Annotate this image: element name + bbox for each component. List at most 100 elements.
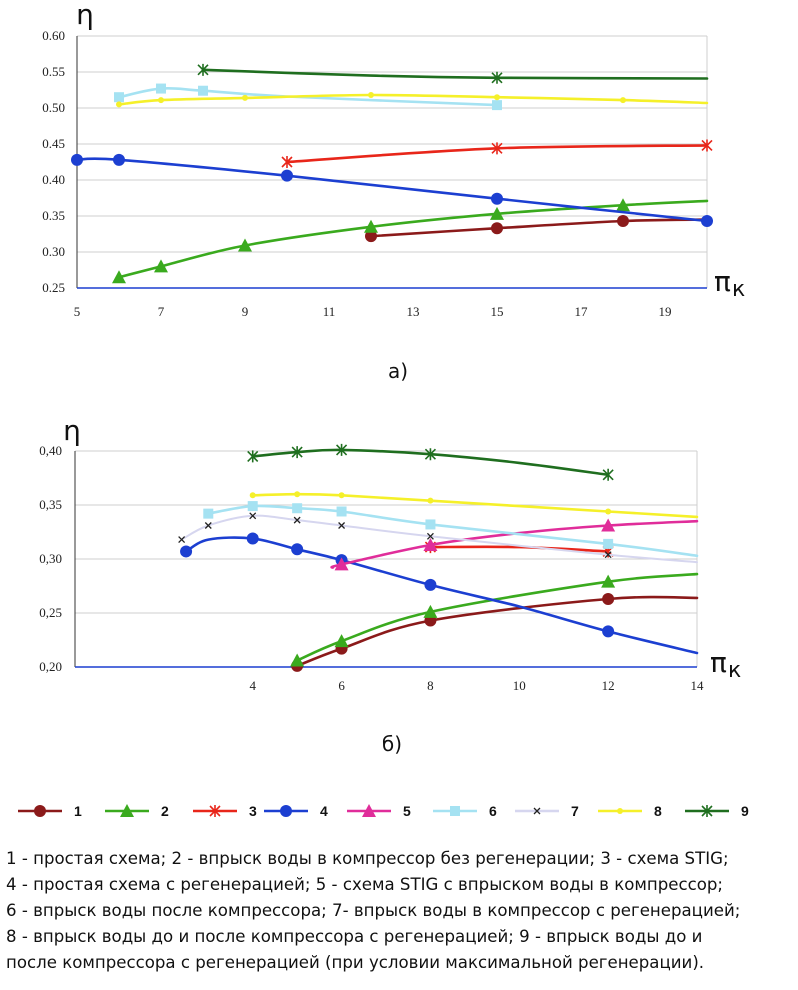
legend-item-3: 3 xyxy=(193,803,257,819)
panel-label: а) xyxy=(388,359,408,383)
x-axis-label: π xyxy=(710,646,727,679)
series-s2 xyxy=(112,198,709,284)
data-point-s7 xyxy=(293,516,301,524)
y-axis-label: η xyxy=(76,0,94,31)
legend-label: 3 xyxy=(249,803,257,819)
x-tick-label: 4 xyxy=(249,678,256,693)
y-tick-label: 0,35 xyxy=(39,497,62,512)
data-point-s2 xyxy=(490,206,504,220)
data-point-s6 xyxy=(156,83,166,94)
data-point-s6 xyxy=(114,92,124,103)
data-point-s5 xyxy=(423,537,438,551)
data-point-s9 xyxy=(424,448,436,461)
x-tick-label: 8 xyxy=(427,678,434,693)
legend-marker xyxy=(450,806,460,816)
data-point-s8 xyxy=(368,92,374,99)
legend-item-4: 4 xyxy=(264,803,328,819)
x-tick-label: 10 xyxy=(513,678,526,693)
series-line-s1 xyxy=(369,218,709,238)
data-point-s2 xyxy=(334,634,349,648)
data-point-s8 xyxy=(338,492,345,499)
x-tick-label: 17 xyxy=(575,304,589,319)
x-tick-label: 15 xyxy=(491,304,504,319)
series-s9 xyxy=(247,443,614,481)
legend-label: 8 xyxy=(654,803,662,819)
y-tick-label: 0,40 xyxy=(39,443,62,458)
data-point-s9 xyxy=(602,468,614,481)
data-point-s7 xyxy=(426,532,434,540)
data-point-s3 xyxy=(701,139,713,152)
data-point-s4 xyxy=(424,578,437,591)
series-line-s1 xyxy=(295,595,699,668)
legend-item-1: 1 xyxy=(18,803,82,819)
data-point-s4 xyxy=(246,532,259,545)
series-s6 xyxy=(114,83,502,111)
caption-line-2: 4 - простая схема с регенерацией; 5 - сх… xyxy=(6,875,724,894)
data-point-s6 xyxy=(492,100,502,111)
y-tick-label: 0.60 xyxy=(42,28,65,43)
data-point-s8 xyxy=(494,94,500,101)
chart-panel-2: 0,20 0,25 0,30 0,35 0,40 4 6 8 10 12 14 η π к б) xyxy=(39,414,741,756)
legend-marker xyxy=(533,807,541,815)
figure-caption: 1 - простая схема; 2 - впрыск воды в ком… xyxy=(6,846,796,976)
data-point-s7 xyxy=(604,551,612,559)
legend-item-9: 9 xyxy=(685,803,749,819)
data-point-s4 xyxy=(113,153,125,166)
legend-item-8: 8 xyxy=(598,803,662,819)
caption-line-4: 8 - впрыск воды до и после компрессора с… xyxy=(6,927,703,946)
y-tick-label: 0.50 xyxy=(42,100,65,115)
data-point-s9 xyxy=(197,63,209,76)
legend-item-7: 7 xyxy=(515,803,579,819)
data-point-s5 xyxy=(334,557,349,571)
data-point-s8 xyxy=(242,94,248,101)
legend-label: 9 xyxy=(741,803,749,819)
y-tick-label: 0.45 xyxy=(42,136,65,151)
legend-label: 1 xyxy=(74,803,82,819)
data-point-s9 xyxy=(491,71,503,84)
y-tick-label: 0.25 xyxy=(42,280,65,295)
series-s4 xyxy=(71,153,713,228)
x-tick-label: 14 xyxy=(691,678,705,693)
series-s6 xyxy=(203,501,699,558)
legend-item-6: 6 xyxy=(433,803,497,819)
data-point-s3 xyxy=(281,156,293,168)
y-tick-label: 0.35 xyxy=(42,208,65,223)
caption-line-5: после компрессора с регенерацией (при ус… xyxy=(6,953,705,972)
data-point-s2 xyxy=(601,574,616,588)
chart-panel-1: 0.25 0.30 0.35 0.40 0.45 0.50 0.55 0.60 5 7 9 11 13 1… xyxy=(42,0,745,383)
data-point-s1 xyxy=(365,230,377,243)
data-point-s5 xyxy=(601,518,616,532)
data-point-s8 xyxy=(158,97,164,104)
data-point-s2 xyxy=(290,653,305,667)
legend-marker xyxy=(120,804,134,817)
data-point-s8 xyxy=(620,97,626,104)
series-s8 xyxy=(249,491,699,519)
series-line-s9 xyxy=(201,68,709,80)
y-tick-label: 0.55 xyxy=(42,64,65,79)
data-point-s2 xyxy=(423,604,438,618)
data-point-s9 xyxy=(247,450,259,463)
series-s2 xyxy=(290,572,699,667)
legend-marker xyxy=(701,805,713,817)
x-tick-label: 11 xyxy=(323,304,336,319)
data-point-s4 xyxy=(291,543,304,556)
data-point-s9 xyxy=(336,443,348,456)
data-point-s3 xyxy=(491,142,503,155)
x-tick-label: 19 xyxy=(659,304,672,319)
panel-label: б) xyxy=(382,732,402,756)
data-point-s6 xyxy=(198,85,208,96)
legend-item-2: 2 xyxy=(105,803,169,819)
x-axis-label: π xyxy=(714,265,731,298)
data-point-s8 xyxy=(116,101,122,108)
legend-label: 7 xyxy=(571,803,579,819)
data-point-s4 xyxy=(602,625,615,638)
data-point-s4 xyxy=(491,192,503,205)
y-tick-label: 0,30 xyxy=(39,551,62,566)
legend: 1 2 3 4 5 6 7 8 9 xyxy=(18,803,749,819)
y-tick-label: 0.40 xyxy=(42,172,65,187)
legend-label: 5 xyxy=(403,803,411,819)
data-point-s8 xyxy=(294,491,301,498)
series-line-s4 xyxy=(75,157,709,223)
x-tick-label: 6 xyxy=(338,678,345,693)
